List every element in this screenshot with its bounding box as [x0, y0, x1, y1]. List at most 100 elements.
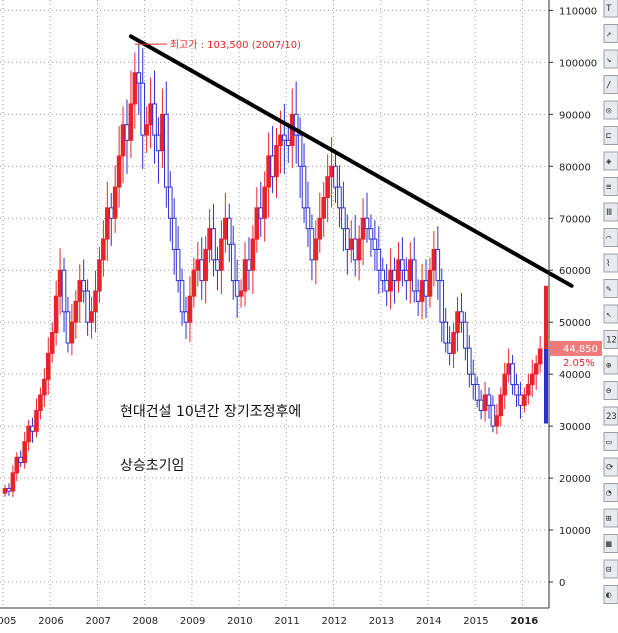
toolbar-button-frame[interactable] — [603, 483, 618, 502]
toolbar-button[interactable]: ▦ — [603, 534, 618, 553]
toolbar-button-icon[interactable]: ⊟ — [606, 565, 611, 575]
toolbar-button-icon[interactable]: ⊞ — [606, 514, 611, 524]
toolbar-button-frame[interactable] — [603, 177, 618, 196]
toolbar-button-icon[interactable]: 23 — [606, 412, 617, 422]
candle-body — [57, 269, 63, 297]
toolbar-button-frame[interactable] — [603, 100, 618, 120]
toolbar-button[interactable]: Ⅲ — [603, 202, 618, 222]
toolbar-button-icon[interactable]: ≡ — [606, 183, 612, 193]
toolbar-button-frame[interactable] — [603, 406, 618, 426]
candle-body — [415, 290, 421, 302]
toolbar-button-icon[interactable]: ◔ — [606, 489, 612, 499]
toolbar-button[interactable]: ↘ — [603, 49, 618, 69]
candle-body — [384, 280, 389, 292]
toolbar-button-frame[interactable] — [603, 126, 618, 145]
toolbar-button-icon[interactable]: ↘ — [606, 55, 611, 65]
toolbar-button-frame[interactable] — [603, 0, 618, 18]
toolbar-button-frame[interactable] — [603, 585, 618, 604]
candle-body — [435, 248, 441, 282]
toolbar-button[interactable]: ⊕ — [603, 355, 618, 375]
toolbar-button[interactable]: ≡ — [603, 177, 618, 196]
toolbar-button-frame[interactable] — [603, 49, 618, 69]
toolbar-button-frame[interactable] — [603, 202, 618, 222]
toolbar-button-frame[interactable] — [603, 24, 618, 43]
toolbar-button[interactable]: ⌒ — [603, 228, 618, 247]
candle-body — [411, 259, 417, 292]
toolbar-button-frame[interactable] — [603, 432, 618, 451]
toolbar-button-frame[interactable] — [603, 534, 618, 553]
toolbar-button[interactable]: ↗ — [603, 24, 618, 43]
toolbar-button[interactable]: 12 — [603, 330, 618, 349]
candle-body — [152, 103, 157, 136]
toolbar-button-frame[interactable] — [603, 381, 618, 400]
toolbar-button[interactable]: ◔ — [603, 483, 618, 502]
toolbar-button-frame[interactable] — [603, 330, 618, 349]
toolbar-button-frame[interactable] — [603, 508, 618, 528]
toolbar-button-frame[interactable] — [603, 253, 618, 273]
toolbar-button[interactable]: ▭ — [603, 432, 618, 451]
toolbar-button[interactable]: 23 — [603, 406, 618, 426]
candle-body — [262, 186, 267, 219]
toolbar-button-icon[interactable]: ▦ — [606, 540, 612, 550]
toolbar-button-frame[interactable] — [603, 304, 618, 324]
x-tick-label: 2010 — [227, 616, 252, 627]
toolbar-button[interactable]: T — [603, 0, 618, 18]
toolbar-button-frame[interactable] — [603, 151, 618, 171]
candle-body — [537, 348, 543, 365]
x-tick-label: 2006 — [38, 616, 63, 627]
toolbar-button[interactable]: ◐ — [603, 585, 618, 604]
annotation-text-2: 상승초기임 — [120, 458, 184, 474]
candle-body — [215, 259, 220, 271]
toolbar-button[interactable]: ∕ — [603, 75, 618, 94]
toolbar-button-frame[interactable] — [603, 228, 618, 247]
toolbar-button-icon[interactable]: ✎ — [606, 285, 612, 295]
toolbar-button-frame[interactable] — [603, 279, 618, 298]
toolbar-button-icon[interactable]: ⌒ — [606, 234, 612, 244]
toolbar-button-icon[interactable]: ⊖ — [606, 387, 611, 397]
toolbar-button-icon[interactable]: ⊕ — [606, 361, 611, 371]
drawing-toolbar[interactable]: T ↗ ↘ ∕ ◎ ⊏ ◈ ≡ Ⅲ ⌒ ⌇ ✎ ↖ 12 ⊕ ⊖ 23 ▭ ⟳ ◔ ⊞ ▦ ⊟ ◐ — [603, 0, 618, 604]
toolbar-button[interactable]: ⊏ — [603, 126, 618, 145]
toolbar-button[interactable]: ⊖ — [603, 381, 618, 400]
toolbar-button-frame[interactable] — [603, 75, 618, 94]
toolbar-button-frame[interactable] — [603, 457, 618, 477]
toolbar-button[interactable]: ↖ — [603, 304, 618, 324]
toolbar-button-icon[interactable]: 12 — [606, 336, 617, 346]
toolbar-button[interactable]: ⟳ — [603, 457, 618, 477]
overlay: 최고가 : 103,500 (2007/10) 현대건설 10년간 장기조정후에상… — [120, 34, 574, 474]
toolbar-button-frame[interactable] — [603, 355, 618, 375]
y-tick-label: 20000 — [559, 474, 591, 485]
toolbar-button-icon[interactable]: ◈ — [606, 157, 612, 167]
candle-body — [502, 373, 508, 396]
y-tick-label: 30000 — [559, 422, 591, 433]
toolbar-button-icon[interactable]: ◎ — [606, 106, 612, 116]
candle-body — [191, 269, 197, 297]
toolbar-button[interactable]: ⊞ — [603, 508, 618, 528]
toolbar-button-icon[interactable]: ⟳ — [606, 463, 614, 473]
toolbar-button-icon[interactable]: ⊏ — [606, 132, 611, 142]
toolbar-button[interactable]: ◎ — [603, 100, 618, 120]
candle-body — [282, 134, 287, 141]
toolbar-button-icon[interactable]: T — [606, 4, 612, 14]
toolbar-button-icon[interactable]: Ⅲ — [606, 208, 612, 218]
candle-body — [360, 217, 366, 240]
toolbar-button[interactable]: ◈ — [603, 151, 618, 171]
toolbar-button-icon[interactable]: ◐ — [606, 591, 612, 601]
candle-body — [120, 124, 126, 157]
candle-body — [305, 207, 311, 230]
toolbar-button-icon[interactable]: ⌇ — [606, 258, 610, 269]
current-price-box — [550, 340, 602, 356]
toolbar-button-icon[interactable]: ▭ — [606, 438, 612, 448]
toolbar-button-icon[interactable]: ↗ — [606, 30, 611, 40]
x-tick-label: 2013 — [369, 616, 394, 627]
toolbar-button[interactable]: ✎ — [603, 279, 618, 298]
y-tick-label: 70000 — [559, 214, 591, 225]
toolbar-button[interactable]: ⊟ — [603, 559, 618, 579]
toolbar-button[interactable]: ⌇ — [603, 253, 618, 273]
toolbar-button-frame[interactable] — [603, 559, 618, 579]
toolbar-button-icon[interactable]: ∕ — [606, 81, 611, 91]
toolbar-button-icon[interactable]: ↖ — [606, 310, 611, 320]
candle-body — [195, 259, 201, 271]
